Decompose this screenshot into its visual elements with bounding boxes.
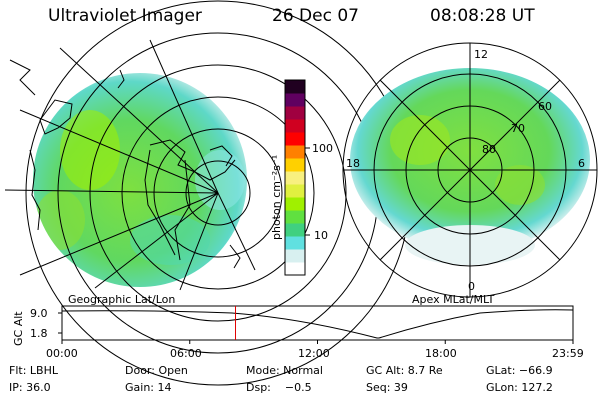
info-dsp: Dsp: −0.5 xyxy=(246,381,312,394)
colorbar: 100 10 photon cm⁻²s⁻¹ xyxy=(270,79,333,276)
colorbar-segment xyxy=(285,158,305,172)
time-label: 08:08:28 UT xyxy=(430,6,535,26)
colorbar-segment xyxy=(285,93,305,107)
mlat-label-70: 70 xyxy=(511,122,525,135)
magnetic-map: 12 18 6 0 60 70 80 xyxy=(342,42,598,298)
colorbar-scale xyxy=(285,80,305,276)
left-panel-caption: Geographic Lat/Lon xyxy=(68,293,175,306)
info-ip: IP: 36.0 xyxy=(9,381,51,394)
info-gc-alt: GC Alt: 8.7 Re xyxy=(366,364,443,377)
colorbar-segment xyxy=(285,80,305,94)
timeline-ytick-1-8: 1.8 xyxy=(30,327,48,340)
info-door: Door: Open xyxy=(125,364,188,377)
info-seq: Seq: 39 xyxy=(366,381,408,394)
timeline-axis-label: GC Alt xyxy=(12,311,25,346)
right-panel-caption: Apex MLat/MLT xyxy=(412,293,495,306)
colorbar-segment xyxy=(285,132,305,146)
mlt-label-6: 6 xyxy=(578,157,585,170)
colorbar-unit-label: photon cm⁻²s⁻¹ xyxy=(270,155,283,240)
colorbar-segment xyxy=(285,119,305,133)
colorbar-tick-100: 100 xyxy=(312,142,333,155)
colorbar-segment xyxy=(285,145,305,159)
colorbar-segment xyxy=(285,249,305,263)
colorbar-segment xyxy=(285,210,305,224)
mlat-label-60: 60 xyxy=(538,100,552,113)
info-glat: GLat: −66.9 xyxy=(486,364,553,377)
colorbar-segment xyxy=(285,184,305,198)
altitude-timeline: 9.0 1.8 GC Alt 00:00 06:00 12:00 18:00 2… xyxy=(12,305,584,360)
mlat-label-80: 80 xyxy=(482,143,496,156)
timeline-xtick-1800: 18:00 xyxy=(425,347,457,360)
geographic-map xyxy=(4,0,411,386)
coastlines xyxy=(9,59,241,269)
timeline-xtick-0000: 00:00 xyxy=(46,347,78,360)
info-gain: Gain: 14 xyxy=(125,381,172,394)
timeline-ytick-9: 9.0 xyxy=(30,307,48,320)
mlt-label-12: 12 xyxy=(474,48,488,61)
info-mode: Mode: Normal xyxy=(246,364,323,377)
longitude-grid xyxy=(4,39,256,291)
mlt-grid xyxy=(343,43,597,297)
colorbar-segment xyxy=(285,223,305,237)
mlt-label-0: 0 xyxy=(468,280,475,293)
colorbar-segment xyxy=(285,236,305,250)
colorbar-segment xyxy=(285,197,305,211)
mlt-label-18: 18 xyxy=(346,157,360,170)
altitude-curve xyxy=(61,309,574,339)
timeline-xtick-2359: 23:59 xyxy=(552,347,584,360)
date-label: 26 Dec 07 xyxy=(272,6,359,26)
timeline-xtick-0600: 06:00 xyxy=(170,347,202,360)
timeline-xtick-1200: 12:00 xyxy=(298,347,330,360)
info-glon: GLon: 127.2 xyxy=(486,381,553,394)
instrument-title: Ultraviolet Imager xyxy=(48,6,202,26)
info-filter: Flt: LBHL xyxy=(9,364,58,377)
colorbar-segment xyxy=(285,106,305,120)
colorbar-segment xyxy=(285,171,305,185)
colorbar-tick-10: 10 xyxy=(314,229,328,242)
colorbar-segment xyxy=(285,262,305,276)
